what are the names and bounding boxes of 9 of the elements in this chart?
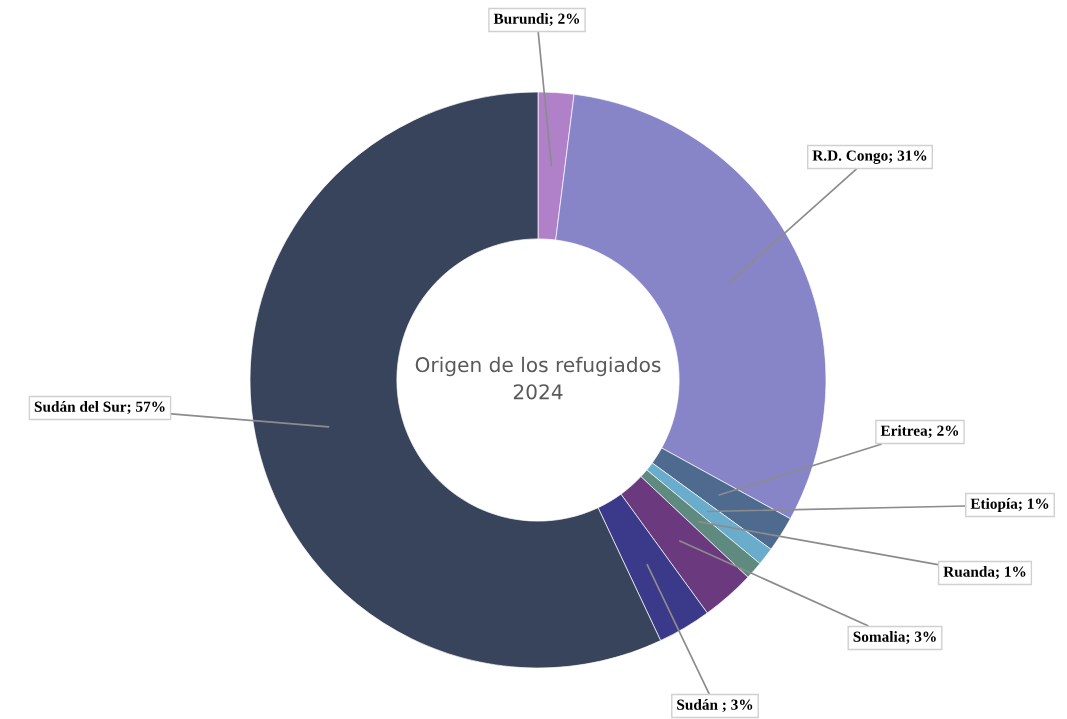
slice-label: Eritrea; 2%: [880, 425, 959, 439]
slice-label: Sudán del Sur; 57%: [34, 401, 165, 415]
slice-label: R.D. Congo; 31%: [812, 150, 927, 164]
slice-label: Sudán ; 3%: [677, 699, 753, 713]
slice-label: Somalia; 3%: [853, 631, 936, 645]
text: Origen de los refugiados 2024: [415, 356, 661, 400]
slice-label: Etiopía; 1%: [970, 498, 1049, 512]
slice-label: Ruanda; 1%: [943, 566, 1026, 580]
slice-label: Burundi; 2%: [493, 13, 580, 27]
